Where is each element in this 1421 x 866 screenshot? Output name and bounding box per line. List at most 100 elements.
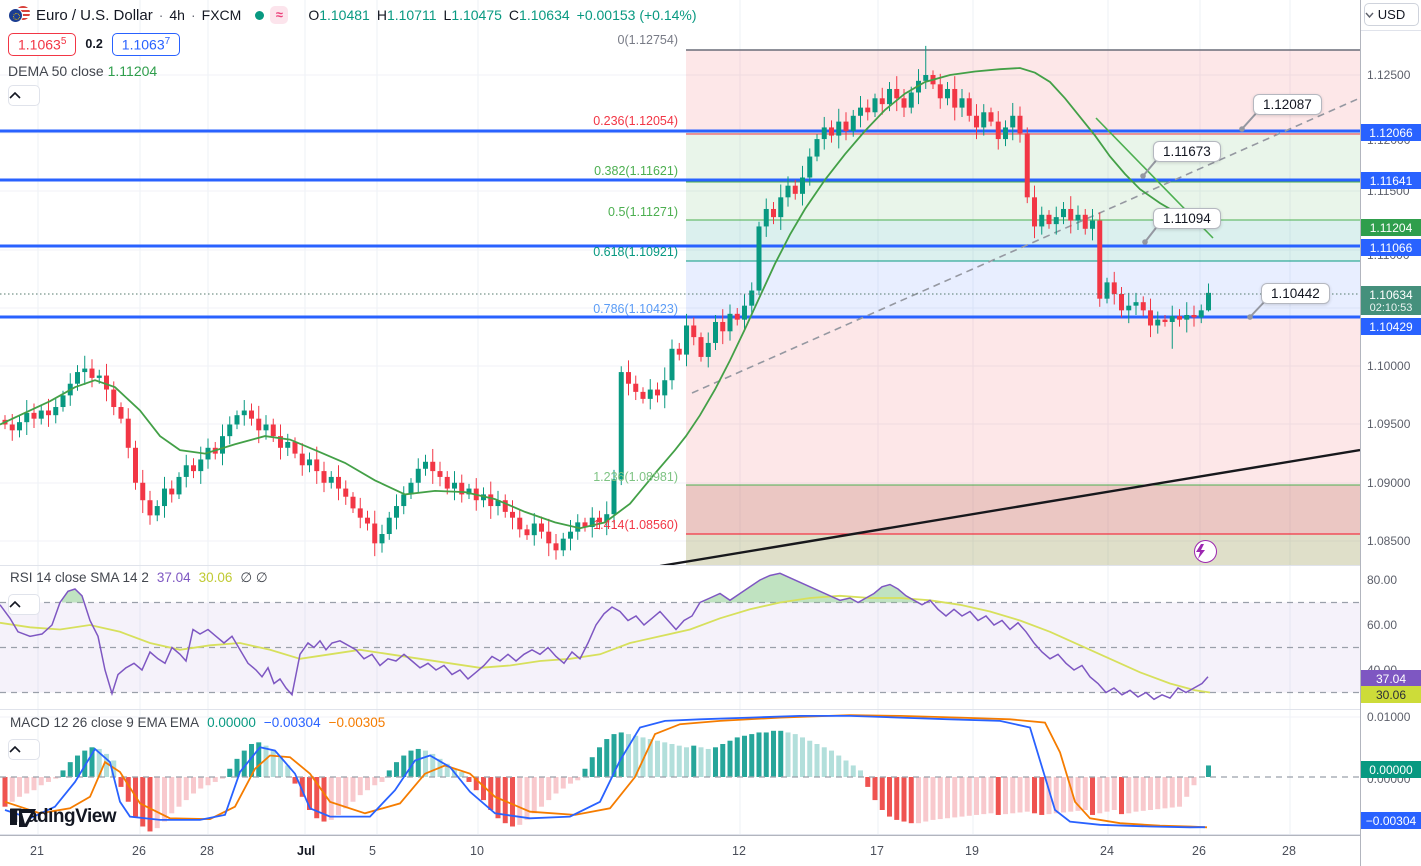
macd-histogram-bar[interactable] [597, 747, 602, 777]
macd-histogram-bar[interactable] [626, 734, 631, 777]
macd-histogram-bar[interactable] [655, 740, 660, 777]
macd-legend[interactable]: MACD 12 26 close 9 EMA EMA 0.00000 −0.00… [10, 715, 385, 730]
time-axis[interactable]: 21 26 28 Jul 5 10 12 17 19 24 26 28 [0, 835, 1360, 866]
rsi-pane[interactable] [0, 565, 1360, 710]
candle[interactable] [959, 98, 965, 108]
candle[interactable] [1061, 208, 1066, 218]
price-callout-label[interactable]: 1.10442 [1261, 283, 1330, 304]
macd-histogram-bar[interactable] [1075, 777, 1081, 811]
candle[interactable] [379, 534, 385, 544]
candle[interactable] [118, 407, 124, 419]
macd-histogram-bar[interactable] [227, 768, 233, 777]
candle[interactable] [510, 511, 515, 518]
macd-histogram-bar[interactable] [104, 753, 109, 777]
candle[interactable] [249, 410, 254, 419]
candle[interactable] [1133, 302, 1139, 306]
macd-histogram-bar[interactable] [1082, 777, 1088, 810]
candle[interactable] [749, 290, 755, 306]
macd-histogram-bar[interactable] [96, 748, 102, 777]
candle[interactable] [459, 482, 465, 495]
candle[interactable] [147, 500, 153, 516]
macd-histogram-bar[interactable] [1010, 777, 1016, 814]
main-pane-collapse-button[interactable] [8, 85, 40, 106]
candle[interactable] [220, 436, 225, 454]
macd-histogram-bar[interactable] [676, 745, 682, 777]
candle[interactable] [1148, 310, 1153, 326]
macd-histogram-bar[interactable] [125, 777, 131, 802]
macd-histogram-bar[interactable] [212, 777, 218, 782]
candle[interactable] [850, 115, 856, 131]
candle[interactable] [698, 337, 704, 357]
rsi-sma-line[interactable] [0, 594, 1211, 694]
macd-histogram-bar[interactable] [821, 747, 827, 777]
candle[interactable] [1206, 292, 1211, 311]
candle[interactable] [778, 197, 784, 218]
candle[interactable] [705, 342, 711, 357]
symbol-title[interactable]: Euro / U.S. Dollar [36, 6, 153, 24]
candle[interactable] [1082, 214, 1088, 229]
candle[interactable] [82, 368, 88, 373]
candle[interactable] [1126, 305, 1132, 311]
candle[interactable] [1097, 220, 1103, 299]
macd-histogram-bar[interactable] [923, 777, 929, 822]
macd-histogram-bar[interactable] [1191, 777, 1197, 786]
candle[interactable] [1032, 197, 1037, 227]
candle[interactable] [1024, 133, 1030, 198]
macd-histogram-bar[interactable] [568, 777, 573, 784]
rsi-pane-collapse-button[interactable] [8, 594, 40, 615]
candle[interactable] [394, 506, 399, 518]
macd-histogram-bar[interactable] [1162, 777, 1168, 809]
macd-histogram-bar[interactable] [930, 777, 936, 820]
macd-histogram-bar[interactable] [1184, 777, 1190, 797]
candle[interactable] [321, 471, 327, 483]
candle[interactable] [38, 410, 44, 419]
macd-histogram-bar[interactable] [372, 777, 378, 786]
candle[interactable] [336, 476, 341, 489]
candle[interactable] [430, 461, 436, 472]
macd-histogram-bar[interactable] [343, 777, 349, 809]
candle[interactable] [415, 468, 421, 483]
macd-histogram-bar[interactable] [220, 777, 225, 779]
candle[interactable] [408, 482, 414, 495]
candle[interactable] [589, 517, 595, 528]
candle[interactable] [437, 471, 443, 477]
candle[interactable] [531, 523, 537, 536]
macd-histogram-bar[interactable] [234, 758, 240, 777]
candle[interactable] [285, 441, 291, 448]
candle[interactable] [205, 447, 211, 460]
candle[interactable] [89, 368, 95, 378]
macd-histogram-bar[interactable] [1126, 777, 1132, 814]
macd-histogram-bar[interactable] [604, 739, 610, 777]
macd-histogram-bar[interactable] [38, 777, 44, 786]
candle[interactable] [104, 375, 109, 390]
candle[interactable] [1169, 316, 1175, 322]
macd-histogram-bar[interactable] [1104, 777, 1110, 812]
candle[interactable] [1046, 214, 1052, 225]
macd-histogram-bar[interactable] [546, 777, 552, 801]
candle[interactable] [234, 415, 240, 425]
candle[interactable] [1162, 319, 1168, 322]
candle[interactable] [256, 418, 262, 431]
macd-histogram-bar[interactable] [365, 777, 370, 791]
macd-histogram-bar[interactable] [611, 734, 617, 777]
macd-histogram-bar[interactable] [633, 735, 639, 777]
candle[interactable] [1017, 115, 1023, 134]
candle[interactable] [604, 514, 610, 523]
candle[interactable] [1111, 282, 1117, 295]
macd-histogram-bar[interactable] [952, 777, 958, 818]
candle[interactable] [176, 476, 182, 495]
macd-histogram-bar[interactable] [386, 770, 392, 777]
candle[interactable] [350, 496, 356, 509]
macd-histogram-bar[interactable] [75, 755, 80, 777]
macd-histogram-bar[interactable] [908, 777, 914, 824]
candle[interactable] [807, 156, 813, 178]
candle[interactable] [162, 488, 167, 507]
macd-histogram-bar[interactable] [1039, 777, 1045, 815]
candle[interactable] [814, 139, 820, 157]
candle[interactable] [974, 115, 979, 128]
candle[interactable] [937, 84, 943, 99]
candle[interactable] [836, 121, 842, 136]
macd-histogram-bar[interactable] [742, 735, 747, 777]
macd-histogram-bar[interactable] [1155, 777, 1161, 810]
macd-histogram-bar[interactable] [270, 750, 276, 777]
